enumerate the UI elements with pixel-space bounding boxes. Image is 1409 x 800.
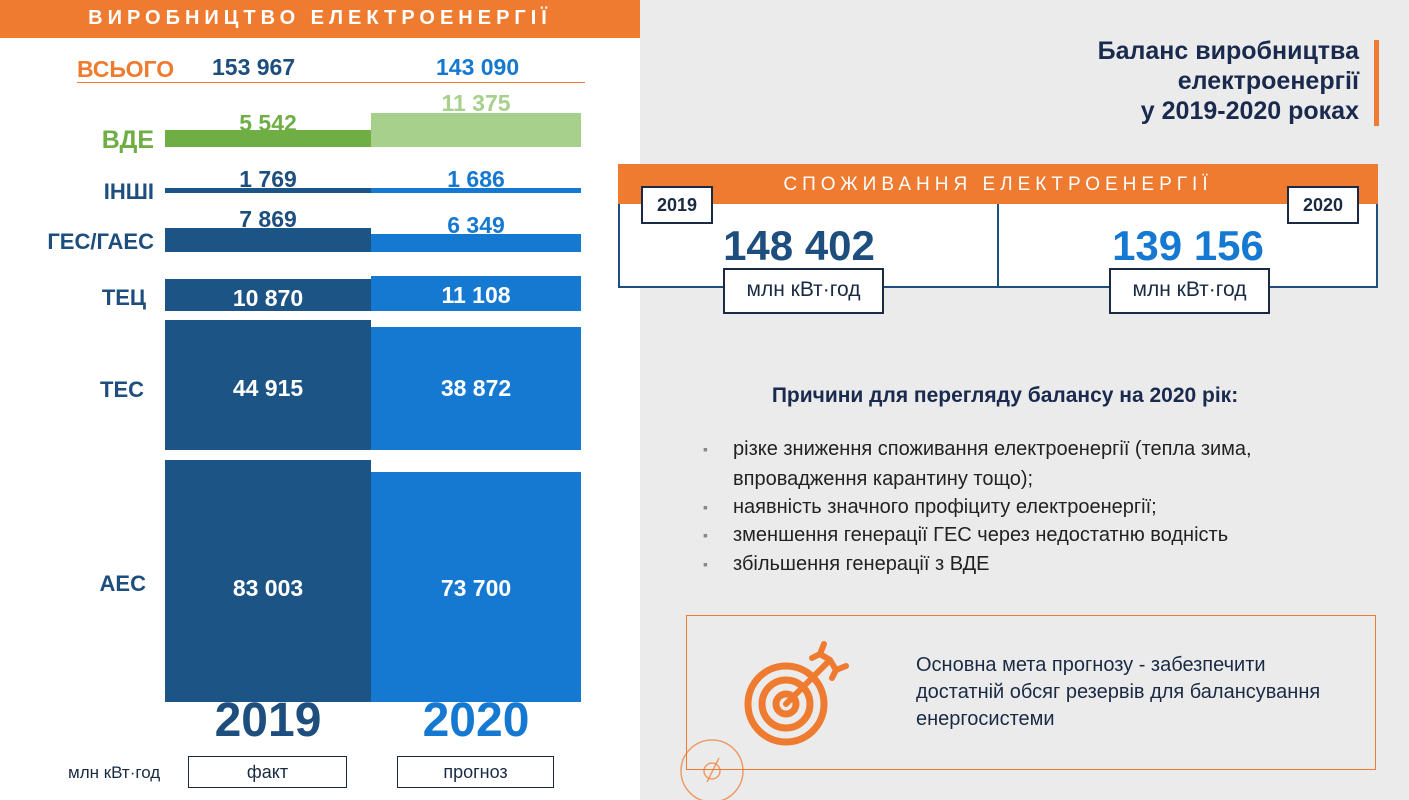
row-label-aes: АЕС <box>99 571 146 596</box>
value-aes-2019: 83 003 <box>232 575 304 601</box>
reason-item: ▪ збільшення генерації з ВДЕ <box>703 549 1333 579</box>
row-label-vde: ВДЕ <box>101 126 154 154</box>
value-vde-2020: 11 375 <box>441 90 511 116</box>
consumption-divider <box>997 204 999 288</box>
title-accent-bar <box>1374 40 1379 126</box>
reason-text: наявність значного профіциту електроенер… <box>733 496 1157 518</box>
title-line-3: у 2019-2020 роках <box>1140 97 1359 125</box>
goal-text: Основна мета прогнозу - забезпечити дост… <box>916 654 1321 730</box>
value-tec-2020: 11 108 <box>441 282 511 308</box>
consumption-header: СПОЖИВАННЯ ЕЛЕКТРОЕНЕРГІЇ <box>618 164 1378 204</box>
reason-text: збільшення генерації з ВДЕ <box>733 553 990 575</box>
year-2020-label: 2020 <box>422 694 530 747</box>
consumption-unit-2020: млн кВт·год <box>1109 268 1270 314</box>
reason-item: ▪ наявність значного профіциту електроен… <box>703 492 1333 522</box>
consumption-year-2020: 2020 <box>1287 186 1359 224</box>
row-label-ges: ГЕС/ГАЕС <box>47 229 154 254</box>
value-vde-2019: 5 542 <box>239 110 297 136</box>
bar-aes-2019 <box>165 460 371 702</box>
slide-nav-icon[interactable] <box>679 738 745 800</box>
total-label: ВСЬОГО <box>77 56 175 82</box>
reason-text: зменшення генерації ГЕС через недостатню… <box>733 524 1229 546</box>
value-tec-2019: 10 870 <box>232 285 304 311</box>
value-aes-2020: 73 700 <box>440 575 512 601</box>
reason-item: ▪ зменшення генерації ГЕС через недостат… <box>703 520 1333 550</box>
consumption-value-2019: 148 402 <box>723 222 875 269</box>
forecast-box: прогноз <box>397 756 554 788</box>
bar-aes-2020 <box>371 472 581 702</box>
row-label-inshi: ІНШІ <box>103 179 154 204</box>
total-2019: 153 967 <box>212 54 296 80</box>
bullet-icon: ▪ <box>703 441 708 457</box>
value-ges-2020: 6 349 <box>447 212 505 238</box>
goal-box <box>686 615 1376 770</box>
reason-text: різке зниження споживання електроенергії… <box>733 438 1252 490</box>
value-ges-2019: 7 869 <box>239 206 297 232</box>
target-icon <box>744 641 849 746</box>
row-label-tec: ТЕЦ <box>101 285 146 310</box>
row-label-tes: ТЕС <box>100 377 144 402</box>
bar-inshi-2020 <box>371 188 581 193</box>
consumption-value-2020: 139 156 <box>1112 222 1264 269</box>
reason-item: ▪ різке зниження споживання електроенерг… <box>703 434 1333 494</box>
bar-vde-2020 <box>371 113 581 147</box>
consumption-year-2019: 2019 <box>641 186 713 224</box>
production-header: ВИРОБНИЦТВО ЕЛЕКТРОЕНЕРГІЇ <box>0 0 640 38</box>
value-tes-2020: 38 872 <box>440 375 512 401</box>
bullet-icon: ▪ <box>703 499 708 515</box>
consumption-unit-2019: млн кВт·год <box>723 268 884 314</box>
value-inshi-2020: 1 686 <box>447 166 505 192</box>
bar-tec-2019 <box>165 279 371 311</box>
bar-ges-2020 <box>371 234 581 252</box>
page-title: Баланс виробництва електроенергії у 2019… <box>839 36 1359 126</box>
value-inshi-2019: 1 769 <box>239 166 297 192</box>
bar-vde-2019 <box>165 130 371 147</box>
bullet-icon: ▪ <box>703 556 708 572</box>
unit-label: млн кВт·год <box>68 763 161 782</box>
fact-box: факт <box>188 756 347 788</box>
bar-tes-2019 <box>165 320 371 450</box>
total-2020: 143 090 <box>436 54 520 80</box>
bar-inshi-2019 <box>165 188 371 193</box>
reasons-title: Причини для перегляду балансу на 2020 рі… <box>771 384 1239 407</box>
bar-tes-2020 <box>371 327 581 450</box>
title-line-2: електроенергії <box>1177 67 1359 95</box>
bar-tec-2020 <box>371 276 581 311</box>
total-divider <box>77 82 585 83</box>
year-2019-label: 2019 <box>214 694 322 747</box>
bar-ges-2019 <box>165 228 371 252</box>
bullet-icon: ▪ <box>703 527 708 543</box>
title-line-1: Баланс виробництва <box>1097 37 1359 65</box>
value-tes-2019: 44 915 <box>232 375 304 401</box>
